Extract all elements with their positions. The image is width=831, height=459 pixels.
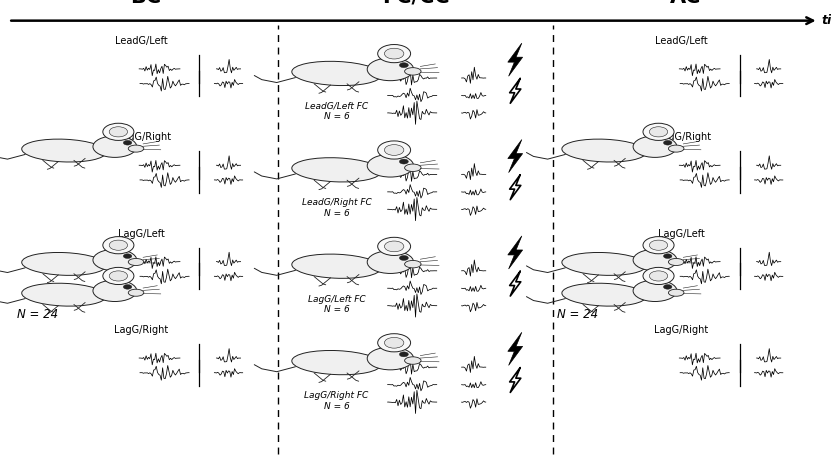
Polygon shape bbox=[508, 43, 523, 76]
Circle shape bbox=[643, 237, 674, 254]
Ellipse shape bbox=[22, 252, 106, 275]
Text: LeadG/Left: LeadG/Left bbox=[655, 36, 708, 46]
Text: LagG/Left FC: LagG/Left FC bbox=[307, 295, 366, 304]
Circle shape bbox=[103, 267, 134, 285]
Circle shape bbox=[643, 123, 674, 140]
Ellipse shape bbox=[405, 357, 421, 364]
Ellipse shape bbox=[668, 145, 684, 152]
Text: N = 6: N = 6 bbox=[324, 209, 349, 218]
Text: LeadG/Left FC: LeadG/Left FC bbox=[305, 102, 368, 111]
Circle shape bbox=[377, 334, 411, 352]
Text: FC/CC: FC/CC bbox=[381, 0, 450, 7]
Ellipse shape bbox=[93, 280, 137, 302]
Circle shape bbox=[663, 285, 672, 289]
Polygon shape bbox=[508, 140, 523, 173]
Circle shape bbox=[385, 145, 404, 155]
Ellipse shape bbox=[22, 139, 106, 162]
Ellipse shape bbox=[367, 251, 414, 274]
Text: LeadG/Right: LeadG/Right bbox=[652, 132, 711, 142]
Circle shape bbox=[385, 337, 404, 348]
Circle shape bbox=[123, 140, 132, 145]
Circle shape bbox=[400, 352, 408, 357]
Circle shape bbox=[103, 123, 134, 140]
Circle shape bbox=[377, 141, 411, 159]
Circle shape bbox=[649, 127, 668, 137]
Circle shape bbox=[109, 271, 127, 281]
Ellipse shape bbox=[668, 289, 684, 296]
Text: N = 24: N = 24 bbox=[557, 308, 597, 321]
Text: LagG/Left: LagG/Left bbox=[658, 229, 705, 239]
Text: BC: BC bbox=[130, 0, 161, 7]
Ellipse shape bbox=[93, 249, 137, 271]
Ellipse shape bbox=[633, 280, 677, 302]
Circle shape bbox=[109, 127, 127, 137]
Circle shape bbox=[377, 45, 411, 63]
Text: LeadG/Left: LeadG/Left bbox=[115, 36, 168, 46]
Circle shape bbox=[109, 240, 127, 250]
Circle shape bbox=[123, 285, 132, 289]
Circle shape bbox=[123, 254, 132, 258]
Circle shape bbox=[643, 267, 674, 285]
Circle shape bbox=[400, 256, 408, 260]
Circle shape bbox=[377, 237, 411, 256]
Ellipse shape bbox=[22, 283, 106, 306]
Ellipse shape bbox=[128, 289, 144, 296]
Ellipse shape bbox=[668, 258, 684, 265]
Text: AC: AC bbox=[670, 0, 701, 7]
Text: LagG/Right: LagG/Right bbox=[114, 325, 169, 335]
Circle shape bbox=[663, 254, 672, 258]
Circle shape bbox=[649, 240, 668, 250]
Circle shape bbox=[103, 237, 134, 254]
Ellipse shape bbox=[405, 260, 421, 268]
Ellipse shape bbox=[292, 62, 381, 85]
Ellipse shape bbox=[405, 67, 421, 75]
Circle shape bbox=[663, 140, 672, 145]
Ellipse shape bbox=[562, 252, 647, 275]
Text: N = 6: N = 6 bbox=[324, 112, 349, 122]
Polygon shape bbox=[508, 236, 523, 269]
Polygon shape bbox=[508, 332, 523, 365]
Text: N = 6: N = 6 bbox=[324, 305, 349, 314]
Ellipse shape bbox=[367, 347, 414, 370]
Circle shape bbox=[649, 271, 668, 281]
Circle shape bbox=[385, 241, 404, 252]
Ellipse shape bbox=[292, 158, 381, 182]
Ellipse shape bbox=[367, 154, 414, 177]
Ellipse shape bbox=[405, 164, 421, 172]
Circle shape bbox=[400, 159, 408, 164]
Text: N = 6: N = 6 bbox=[324, 402, 349, 411]
Ellipse shape bbox=[292, 351, 381, 375]
Ellipse shape bbox=[367, 58, 414, 81]
Circle shape bbox=[400, 63, 408, 67]
Ellipse shape bbox=[562, 139, 647, 162]
Text: LeadG/Right: LeadG/Right bbox=[111, 132, 171, 142]
Text: N = 24: N = 24 bbox=[17, 308, 57, 321]
Ellipse shape bbox=[633, 249, 677, 271]
Ellipse shape bbox=[128, 258, 144, 265]
Ellipse shape bbox=[93, 136, 137, 157]
Text: LagG/Left: LagG/Left bbox=[118, 229, 165, 239]
Ellipse shape bbox=[128, 145, 144, 152]
Text: LeadG/Right FC: LeadG/Right FC bbox=[302, 198, 371, 207]
Ellipse shape bbox=[292, 254, 381, 278]
Ellipse shape bbox=[633, 136, 677, 157]
Ellipse shape bbox=[562, 283, 647, 306]
Text: time: time bbox=[821, 14, 831, 27]
Text: LagG/Right FC: LagG/Right FC bbox=[304, 391, 369, 400]
Text: LagG/Right: LagG/Right bbox=[654, 325, 709, 335]
Circle shape bbox=[385, 48, 404, 59]
